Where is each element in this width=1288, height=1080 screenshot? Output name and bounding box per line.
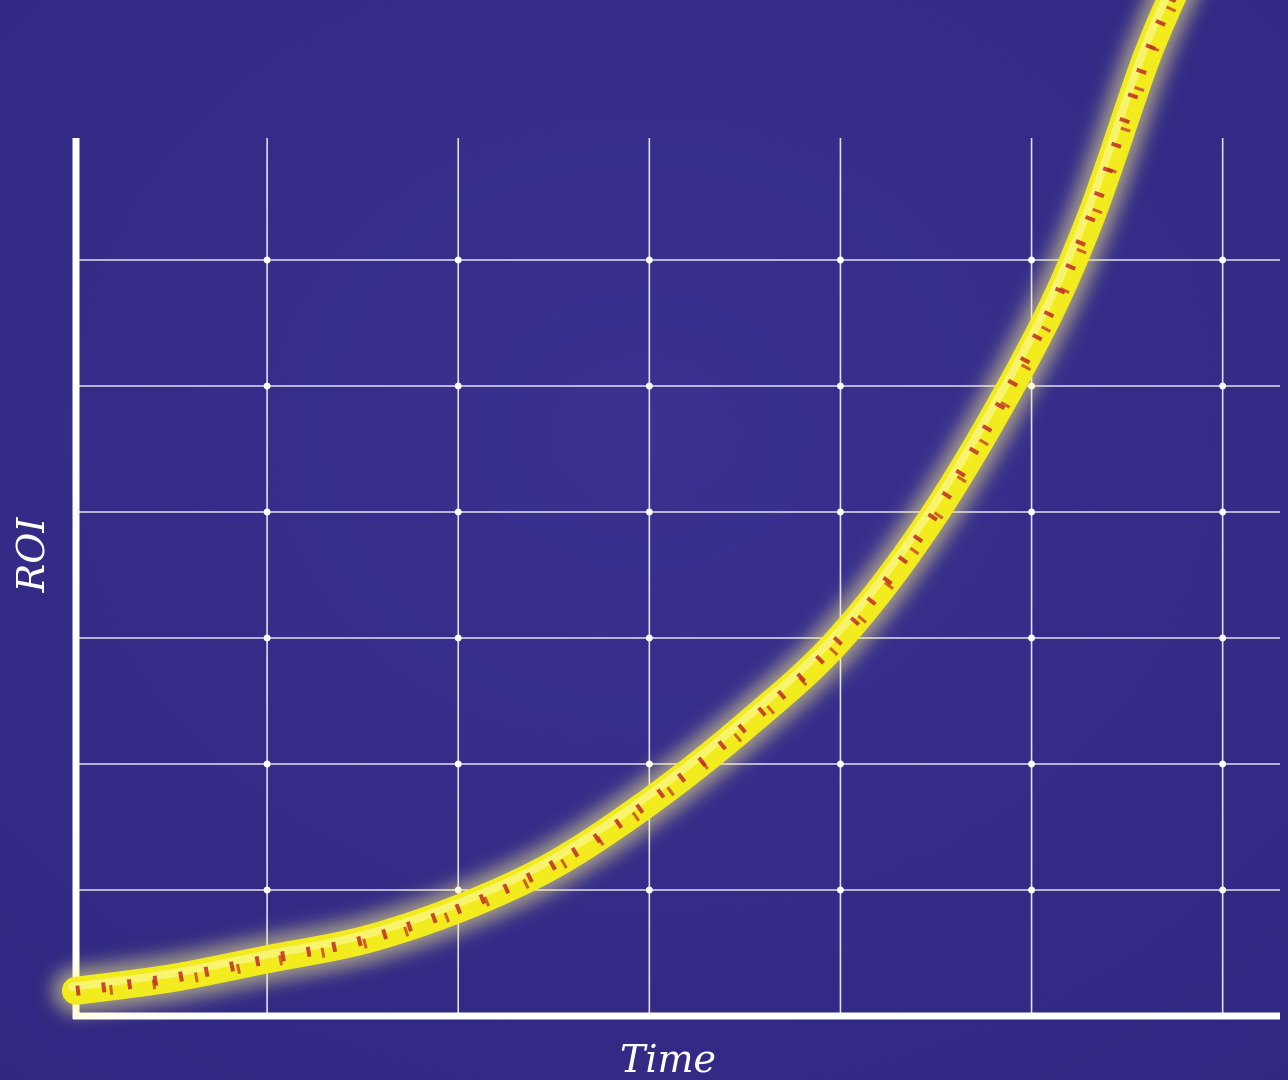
grid-intersection-dot: [645, 508, 653, 516]
grid-intersection-dot: [454, 634, 462, 642]
grid-intersection-dot: [454, 508, 462, 516]
grid-intersection-dot: [454, 382, 462, 390]
grid-intersection-dot: [836, 382, 844, 390]
y-axis-label: ROI: [9, 517, 53, 594]
grid-intersection-dot: [263, 634, 271, 642]
grid-intersection-dot: [645, 256, 653, 264]
grid-intersection-dot: [1219, 382, 1227, 390]
grid-intersection-dot: [836, 508, 844, 516]
grid-intersection-dot: [836, 760, 844, 768]
x-axis-label: Time: [620, 1037, 716, 1080]
grid-intersection-dot: [1219, 760, 1227, 768]
grid-intersection-dot: [263, 508, 271, 516]
grid-intersection-dot: [1219, 256, 1227, 264]
series: [53, 0, 1197, 1014]
grid-intersection-dot: [645, 886, 653, 894]
grid-intersection-dot: [263, 886, 271, 894]
grid-intersection-dot: [645, 634, 653, 642]
grid-intersection-dot: [1028, 634, 1036, 642]
grid-intersection-dot: [1219, 634, 1227, 642]
axes: [72, 138, 1280, 1020]
grid-intersection-dot: [263, 256, 271, 264]
grid: [76, 138, 1280, 1016]
grid-intersection-dot: [1028, 886, 1036, 894]
grid-intersection-dot: [1028, 256, 1036, 264]
grid-intersection-dot: [836, 256, 844, 264]
grid-intersection-dot: [263, 382, 271, 390]
grid-intersection-dot: [1028, 508, 1036, 516]
grid-intersection-dot: [645, 382, 653, 390]
grid-intersection-dot: [1219, 508, 1227, 516]
series-highlight: [68, 0, 1170, 991]
grid-intersection-dot: [263, 760, 271, 768]
grid-intersection-dot: [645, 760, 653, 768]
grid-intersection-dot: [1219, 886, 1227, 894]
series-rope: [53, 0, 1197, 1014]
grid-intersection-dot: [454, 256, 462, 264]
grid-intersection-dot: [1028, 760, 1036, 768]
grid-intersection-dot: [836, 886, 844, 894]
grid-intersection-dot: [454, 760, 462, 768]
series-stripe: [75, 0, 1177, 996]
